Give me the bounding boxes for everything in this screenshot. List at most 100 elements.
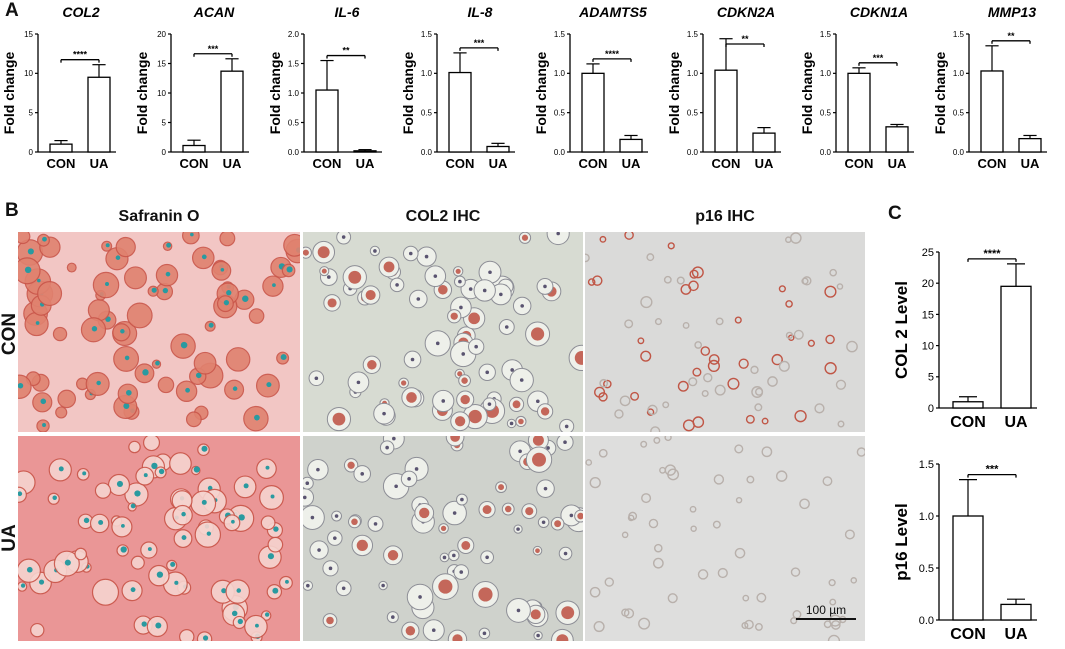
stained-cell xyxy=(512,400,521,409)
bar-ua xyxy=(1000,603,1032,621)
y-axis-label: Fold change xyxy=(1,52,17,135)
cell xyxy=(735,496,743,504)
cell xyxy=(844,529,855,540)
y-tick-label: 0 xyxy=(29,148,34,157)
nucleus xyxy=(441,399,446,403)
panel-label-b: B xyxy=(5,200,19,221)
cell xyxy=(647,404,658,416)
nucleus xyxy=(305,481,310,485)
x-tick-label: CON xyxy=(47,156,76,171)
x-tick-label: UA xyxy=(755,156,774,171)
stained-cell xyxy=(535,548,540,554)
cell xyxy=(850,577,858,584)
nucleus xyxy=(564,424,569,429)
nucleus xyxy=(286,266,293,273)
stained-cell xyxy=(438,579,453,594)
nucleus xyxy=(181,535,187,541)
cell xyxy=(734,316,742,324)
nucleus xyxy=(238,514,245,521)
cell xyxy=(126,302,153,329)
cell xyxy=(707,359,720,373)
y-tick-label: 20 xyxy=(922,278,934,290)
cell xyxy=(771,353,783,366)
nucleus xyxy=(190,232,194,237)
nucleus xyxy=(314,376,319,381)
y-tick-label: 10 xyxy=(24,69,33,78)
cell xyxy=(697,569,709,580)
nucleus xyxy=(142,369,149,376)
bar-chart-p16-level: p16 Level 0.0 0.5 1.0 1.5 CON UA *** xyxy=(893,459,1037,643)
y-axis-label: Fold change xyxy=(400,52,416,135)
cell xyxy=(57,389,77,409)
nucleus xyxy=(485,555,489,560)
cell xyxy=(825,334,835,345)
y-tick-label: 1.5 xyxy=(953,30,965,39)
cell xyxy=(638,617,651,630)
x-tick-label: UA xyxy=(888,156,907,171)
cell xyxy=(742,594,750,602)
y-tick-label: 20 xyxy=(157,30,166,39)
nucleus xyxy=(130,503,136,509)
nucleus xyxy=(155,622,162,629)
cell xyxy=(734,444,744,454)
micrograph-col2-con xyxy=(303,232,583,432)
nucleus xyxy=(156,571,164,578)
y-tick-label: 0.5 xyxy=(288,118,300,127)
nucleus xyxy=(482,288,487,293)
x-tick-label: CON xyxy=(579,156,608,171)
cell xyxy=(663,275,672,284)
cell xyxy=(700,346,711,356)
cell xyxy=(802,276,812,286)
stained-cell xyxy=(419,507,430,519)
cell xyxy=(814,403,825,414)
cell xyxy=(646,253,655,262)
y-tick-label: 1.0 xyxy=(288,89,300,98)
nucleus xyxy=(254,414,260,421)
nucleus xyxy=(431,628,436,633)
y-tick-label: 1.0 xyxy=(687,69,699,78)
cell xyxy=(593,620,605,633)
cell xyxy=(18,232,31,245)
significance-marker: ** xyxy=(741,34,749,44)
nucleus xyxy=(147,547,152,552)
stained-cell xyxy=(518,418,524,425)
nucleus xyxy=(58,466,64,472)
y-axis-label: Fold change xyxy=(533,52,549,135)
stained-cell xyxy=(532,436,544,446)
nucleus xyxy=(285,579,289,584)
cell xyxy=(621,531,629,539)
cell xyxy=(589,586,601,598)
cell xyxy=(745,414,755,424)
cell xyxy=(52,326,68,342)
y-tick-label: 0.5 xyxy=(421,108,433,117)
cell xyxy=(589,476,601,489)
nucleus xyxy=(482,631,487,636)
nucleus xyxy=(442,555,447,560)
cell xyxy=(128,440,141,454)
cell xyxy=(829,598,837,606)
stained-cell xyxy=(482,505,492,515)
nucleus xyxy=(303,495,307,500)
cell xyxy=(688,377,698,387)
column-header-col2-ihc: COL2 IHC xyxy=(405,208,481,225)
y-tick-label: 1.0 xyxy=(953,69,965,78)
nucleus xyxy=(220,267,225,272)
x-tick-label: UA xyxy=(1004,626,1028,643)
nucleus xyxy=(91,326,98,332)
cell xyxy=(37,281,63,307)
nucleus xyxy=(126,389,132,396)
cell xyxy=(219,232,236,247)
nucleus xyxy=(280,354,287,361)
nucleus xyxy=(151,462,158,470)
x-tick-label: CON xyxy=(313,156,342,171)
y-tick-label: 0.5 xyxy=(919,563,934,575)
y-tick-label: 5 xyxy=(29,108,34,117)
stained-cell xyxy=(530,327,545,341)
nucleus xyxy=(306,583,310,588)
nucleus xyxy=(458,279,462,284)
nucleus xyxy=(130,587,136,593)
nucleus xyxy=(151,287,157,293)
nucleus xyxy=(264,612,270,617)
nucleus xyxy=(395,283,399,287)
cell xyxy=(767,376,778,387)
